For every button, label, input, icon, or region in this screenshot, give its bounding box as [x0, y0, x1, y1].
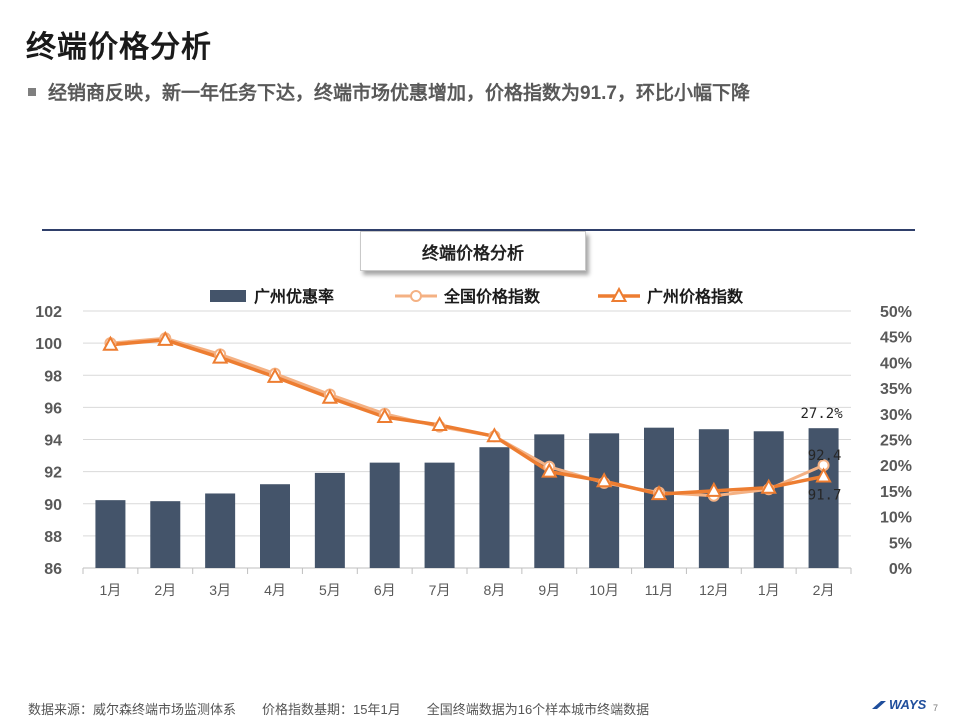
y-right-tick-label: 40%	[880, 355, 912, 372]
bullet-square-icon	[28, 87, 36, 96]
x-tick-label: 3月	[209, 582, 231, 598]
x-tick-label: 9月	[538, 582, 560, 598]
bar	[808, 428, 839, 568]
footer-source: 数据来源：威尔森终端市场监测体系	[28, 702, 237, 717]
y-right-tick-label: 5%	[889, 535, 912, 552]
y-right-tick-label: 0%	[889, 561, 912, 578]
footer-base: 价格指数基期：15年1月	[262, 702, 401, 717]
bar	[150, 501, 181, 568]
y-left-tick-label: 88	[44, 529, 62, 546]
y-left-tick-label: 86	[44, 561, 62, 578]
x-tick-label: 12月	[699, 582, 729, 598]
legend-label: 广州价格指数	[647, 287, 744, 306]
guangzhou-data-label: 91.7	[808, 487, 842, 503]
y-right-tick-label: 25%	[880, 433, 912, 450]
bar	[479, 447, 510, 568]
point-guangzhou	[650, 485, 668, 501]
y-left-tick-label: 94	[44, 433, 62, 450]
point-guangzhou	[376, 407, 393, 424]
y-left-tick-label: 98	[44, 368, 62, 385]
bar	[534, 434, 565, 568]
bar	[95, 500, 126, 568]
subtitle: 经销商反映，新一年任务下达，终端市场优惠增加，价格指数为91.7，环比小幅下降	[28, 78, 750, 105]
y-right-tick-label: 10%	[880, 510, 912, 527]
point-guangzhou	[815, 467, 832, 483]
x-tick-label: 4月	[264, 582, 286, 598]
y-right-tick-label: 20%	[880, 458, 912, 475]
y-right-tick-label: 45%	[880, 330, 912, 347]
series-line-guangzhou	[110, 338, 824, 496]
y-right-tick-label: 15%	[880, 484, 912, 501]
point-guangzhou	[211, 348, 229, 364]
divider-line	[42, 229, 915, 231]
bar	[205, 493, 236, 568]
point-guangzhou	[102, 335, 119, 351]
subtitle-text: 经销商反映，新一年任务下达，终端市场优惠增加，价格指数为91.7，环比小幅下降	[48, 83, 750, 104]
point-guangzhou	[705, 481, 723, 497]
bar	[753, 431, 784, 568]
y-left-tick-label: 90	[44, 497, 62, 514]
legend-triangle-icon	[610, 286, 628, 302]
point-guangzhou	[595, 472, 613, 488]
ways-logo: WAYS	[872, 697, 926, 712]
point-guangzhou	[431, 415, 448, 432]
y-right-tick-label: 35%	[880, 381, 912, 398]
legend-label: 全国价格指数	[443, 287, 541, 306]
x-tick-label: 8月	[484, 582, 506, 598]
y-right-tick-label: 30%	[880, 407, 912, 424]
y-left-tick-label: 96	[44, 400, 62, 417]
x-tick-label: 2月	[813, 582, 835, 598]
x-tick-label: 11月	[645, 582, 674, 598]
bar	[369, 462, 400, 568]
point-guangzhou	[760, 478, 777, 494]
point-guangzhou	[486, 427, 503, 443]
x-tick-label: 1月	[758, 582, 780, 598]
x-tick-label: 7月	[429, 582, 451, 598]
chart-title: 终端价格分析	[422, 243, 524, 263]
page-title: 终端价格分析	[26, 31, 212, 64]
y-left-tick-label: 100	[35, 336, 62, 353]
bar	[424, 462, 455, 568]
y-left-tick-label: 102	[35, 304, 62, 321]
bar	[260, 484, 290, 568]
legend-bar-swatch	[210, 290, 246, 302]
bar	[314, 472, 345, 568]
footer: 数据来源：威尔森终端市场监测体系 价格指数基期：15年1月 全国终端数据为16个…	[28, 699, 649, 718]
legend-circle-icon	[410, 290, 422, 302]
x-tick-label: 5月	[319, 582, 341, 598]
bar-data-label: 27.2%	[800, 406, 843, 422]
x-tick-label: 6月	[374, 582, 396, 598]
bar	[589, 433, 620, 568]
x-tick-label: 2月	[154, 582, 176, 598]
point-guangzhou	[541, 462, 558, 478]
point-guangzhou	[321, 388, 339, 404]
footer-note: 全国终端数据为16个样本城市终端数据	[426, 702, 650, 717]
page-number: 7	[933, 703, 939, 713]
national-data-label: 92.4	[808, 448, 842, 464]
logo-swoosh-icon	[872, 700, 886, 709]
chart-title-box: 终端价格分析	[360, 231, 586, 271]
y-right-tick-label: 50%	[880, 304, 912, 321]
logo-text: WAYS	[889, 697, 927, 712]
point-guangzhou	[266, 367, 284, 383]
x-tick-label: 1月	[100, 582, 122, 598]
point-guangzhou	[157, 330, 174, 346]
y-left-tick-label: 92	[44, 465, 62, 482]
legend-label: 广州优惠率	[254, 287, 334, 306]
x-tick-label: 10月	[589, 582, 619, 598]
